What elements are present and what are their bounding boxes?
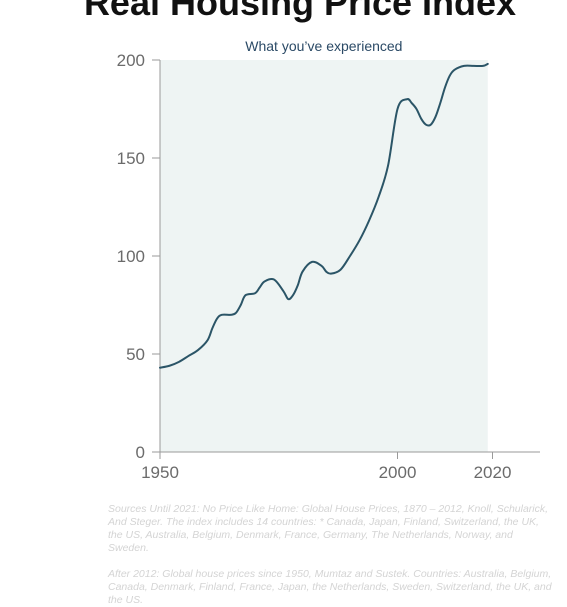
experienced-band <box>160 60 488 452</box>
y-tick-label: 50 <box>126 345 145 364</box>
y-tick-label: 200 <box>117 51 145 70</box>
x-tick-label: 1950 <box>141 463 179 482</box>
price-index-line <box>159 62 489 369</box>
y-tick-label: 150 <box>117 149 145 168</box>
page-title: Real Housing Price Index <box>83 0 517 23</box>
band-label: What you’ve experienced <box>245 38 402 54</box>
x-tick-label: 2020 <box>474 463 512 482</box>
y-tick-label: 0 <box>136 443 145 462</box>
y-tick-label: 100 <box>117 247 145 266</box>
x-tick-label: 2000 <box>379 463 417 482</box>
source-note-2: After 2012: Global house prices since 19… <box>108 568 552 606</box>
source-note-1: Sources Until 2021: No Price Like Home: … <box>108 503 549 554</box>
line-chart: What you’ve experienced 0 50 100 150 200 1950 2… <box>117 38 540 482</box>
